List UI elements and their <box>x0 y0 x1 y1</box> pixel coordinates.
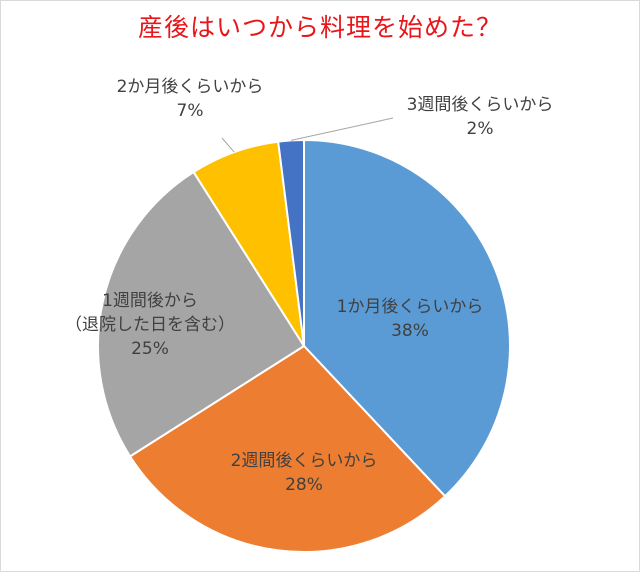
pie-slice-3 <box>97 170 306 458</box>
leader-line-4 <box>221 137 235 153</box>
slice-label-3-line-2: （退院した日を含む） <box>65 315 235 335</box>
slice-label-5: 3週間後くらいから <box>407 95 554 115</box>
slice-value-label-4: 7% <box>177 101 204 121</box>
slice-label-3-line-1: 1週間後から <box>102 291 198 311</box>
slice-label-1: 1か月後くらいから <box>337 297 484 317</box>
slice-value-label-1: 38% <box>391 321 429 341</box>
slice-value-label-5: 2% <box>467 119 494 139</box>
slice-value-label-2: 28% <box>285 475 323 495</box>
slice-value-label-3: 25% <box>131 339 169 359</box>
pie-slice-1 <box>303 138 511 498</box>
pie-slice-2 <box>128 344 447 553</box>
slice-label-4: 2か月後くらいから <box>117 77 264 97</box>
slice-label-2: 2週間後くらいから <box>231 451 378 471</box>
chart-title: 産後はいつから料理を始めた？ <box>137 13 502 42</box>
pie-slice-5 <box>277 138 305 347</box>
leader-line-5 <box>290 117 394 141</box>
